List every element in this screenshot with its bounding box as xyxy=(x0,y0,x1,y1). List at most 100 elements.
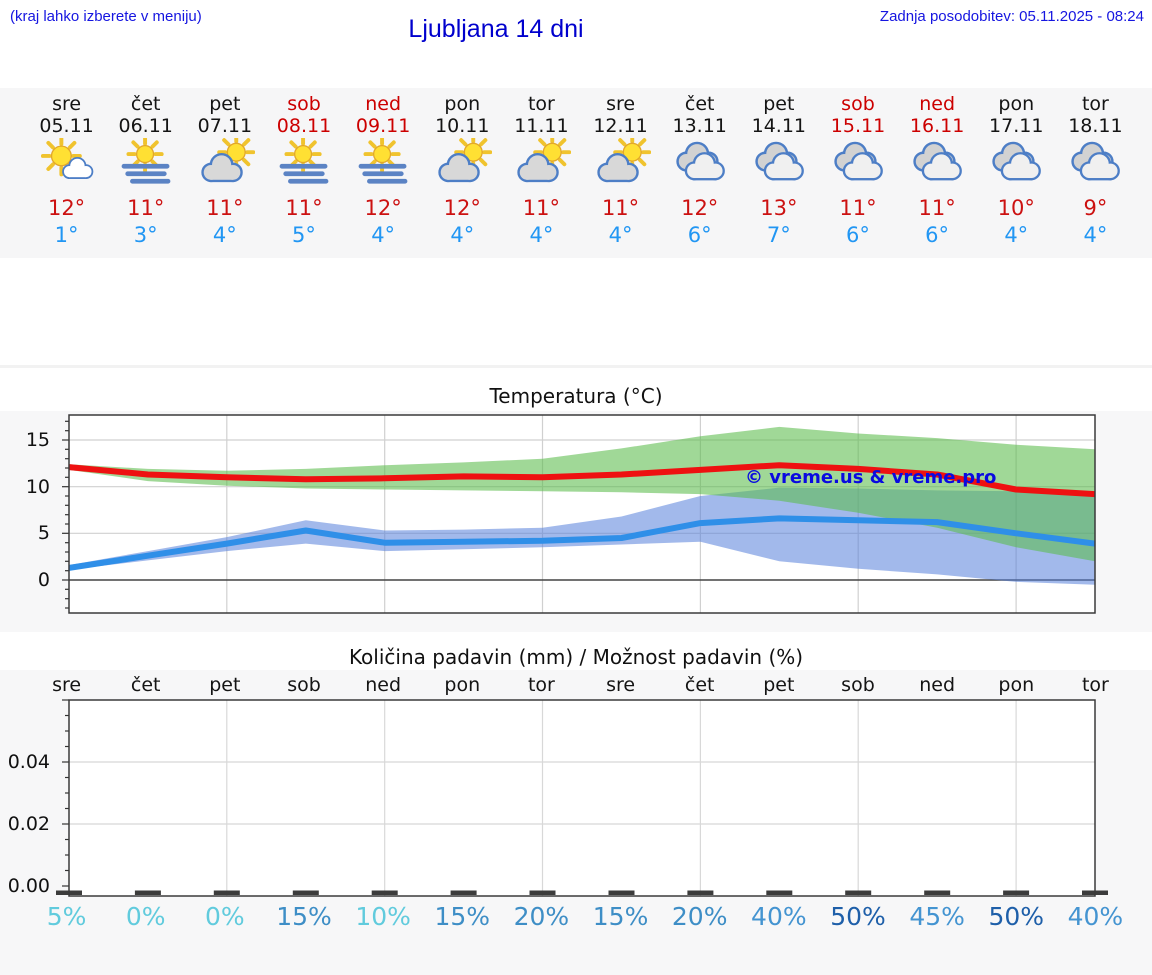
max-temp-value: 12° xyxy=(364,196,402,220)
cloudy-icon xyxy=(1065,138,1125,187)
day-date-label: 12.11 xyxy=(593,115,648,137)
max-temp-value: 9° xyxy=(1083,196,1108,220)
sun-small-cloud-icon xyxy=(37,135,97,187)
precip-y-axis-tick: 0.00 xyxy=(7,875,50,897)
forecast-day-column: ned 16.11 11° 6° xyxy=(898,88,977,258)
day-date-label: 07.11 xyxy=(197,115,253,137)
precip-day-label: tor xyxy=(1081,674,1109,696)
precipitation-plot-area xyxy=(56,699,1108,897)
cloudy-icon xyxy=(828,138,888,187)
precip-bar xyxy=(845,890,872,895)
day-date-label: 09.11 xyxy=(355,115,411,137)
day-name-label: sre xyxy=(606,93,636,115)
precip-bar xyxy=(134,890,161,895)
forecast-day-column: sob 08.11 11° 5° xyxy=(264,88,343,258)
day-name-label: tor xyxy=(527,93,555,115)
min-temp-value: 5° xyxy=(292,223,316,247)
precip-day-label: ned xyxy=(365,674,402,696)
max-temp-band xyxy=(69,426,1095,562)
precip-probability-label: 5% xyxy=(46,902,87,931)
precip-y-axis-tick: 0.02 xyxy=(7,813,50,835)
temp-y-axis-tick: 0 xyxy=(37,569,50,591)
min-temp-value: 4° xyxy=(1004,223,1029,247)
precip-probability-label: 50% xyxy=(988,902,1045,931)
cloudy-icon xyxy=(670,138,730,187)
day-name-label: pon xyxy=(444,93,481,115)
forecast-day-column: čet 06.11 11° 3° xyxy=(106,88,185,258)
min-temp-value: 6° xyxy=(846,223,870,247)
forecast-day-column: čet 13.11 12° 6° xyxy=(660,88,739,258)
precip-bar xyxy=(213,890,240,895)
precip-probability-label: 15% xyxy=(434,902,491,931)
min-temp-value: 4° xyxy=(450,223,475,247)
watermark-text: © vreme.us & vreme.pro xyxy=(745,467,997,488)
max-temp-value: 12° xyxy=(47,196,86,220)
day-date-label: 13.11 xyxy=(672,115,727,137)
cloudy-icon xyxy=(749,138,809,187)
max-temp-value: 12° xyxy=(681,196,719,220)
sun-behind-cloud-icon xyxy=(511,133,572,187)
section-divider xyxy=(0,365,1152,368)
day-name-label: pet xyxy=(209,93,241,115)
day-name-label: čet xyxy=(684,93,715,115)
precip-day-label: pon xyxy=(444,674,481,696)
forecast-day-column: sre 05.11 12° 1° xyxy=(27,88,106,258)
day-date-label: 16.11 xyxy=(909,115,965,137)
forecast-day-column: pet 14.11 13° 7° xyxy=(739,88,818,258)
precip-probability-label: 15% xyxy=(276,902,332,931)
sun-behind-cloud-icon xyxy=(195,133,256,187)
sun-fog-icon xyxy=(274,135,334,187)
precip-day-label: pet xyxy=(763,674,795,696)
precip-bar xyxy=(1003,890,1030,895)
forecast-day-column: pet 07.11 11° 4° xyxy=(185,88,264,258)
max-temp-value: 11° xyxy=(206,196,244,220)
precip-day-label: sob xyxy=(841,674,875,696)
precip-probability-label: 45% xyxy=(909,902,965,931)
precip-probability-label: 40% xyxy=(751,902,807,931)
precip-day-label: ned xyxy=(919,674,956,696)
day-name-label: tor xyxy=(1081,93,1109,115)
max-temp-value: 10° xyxy=(997,196,1035,220)
min-temp-value: 4° xyxy=(1083,223,1108,247)
cloudy-icon xyxy=(907,138,967,187)
day-date-label: 06.11 xyxy=(118,115,173,137)
day-name-label: sob xyxy=(287,93,321,115)
precip-probability-label: 0% xyxy=(205,902,245,931)
plot-border xyxy=(68,414,1096,614)
precip-day-label: pon xyxy=(998,674,1035,696)
min-temp-line xyxy=(69,515,1095,571)
plot-border xyxy=(68,699,1096,897)
precip-day-label: sre xyxy=(52,674,82,696)
day-date-label: 10.11 xyxy=(435,115,490,137)
min-temp-value: 4° xyxy=(608,223,633,247)
sun-behind-cloud-icon xyxy=(591,133,651,187)
precip-bar xyxy=(687,890,714,895)
precip-day-label: sob xyxy=(287,674,321,696)
day-date-label: 14.11 xyxy=(751,115,807,137)
temperature-chart-title: Temperatura (°C) xyxy=(489,384,663,408)
max-temp-value: 11° xyxy=(839,196,877,220)
temperature-plot-area xyxy=(62,414,1096,614)
precip-bar xyxy=(450,890,477,895)
max-temp-value: 11° xyxy=(127,196,165,220)
day-name-label: sre xyxy=(52,93,82,115)
precip-probability-label: 15% xyxy=(592,902,649,931)
precip-y-axis-tick: 0.04 xyxy=(7,751,50,773)
day-name-label: pet xyxy=(763,93,795,115)
precip-probability-label: 40% xyxy=(1067,902,1124,931)
precip-bar xyxy=(292,890,319,895)
max-temp-value: 11° xyxy=(918,196,956,220)
precip-day-label: čet xyxy=(684,674,715,696)
sun-behind-cloud-icon xyxy=(432,133,493,187)
forecast-day-column: sre 12.11 11° 4° xyxy=(581,88,660,258)
forecast-day-column: pon 17.11 10° 4° xyxy=(977,88,1056,258)
day-date-label: 11.11 xyxy=(514,115,569,137)
precip-bar xyxy=(529,890,556,895)
min-temp-value: 1° xyxy=(54,223,79,247)
temp-y-axis-tick: 10 xyxy=(25,475,50,498)
temperature-chart xyxy=(62,414,1096,614)
max-temp-value: 12° xyxy=(443,196,481,220)
day-date-label: 15.11 xyxy=(830,115,886,137)
precip-bar xyxy=(371,890,398,895)
